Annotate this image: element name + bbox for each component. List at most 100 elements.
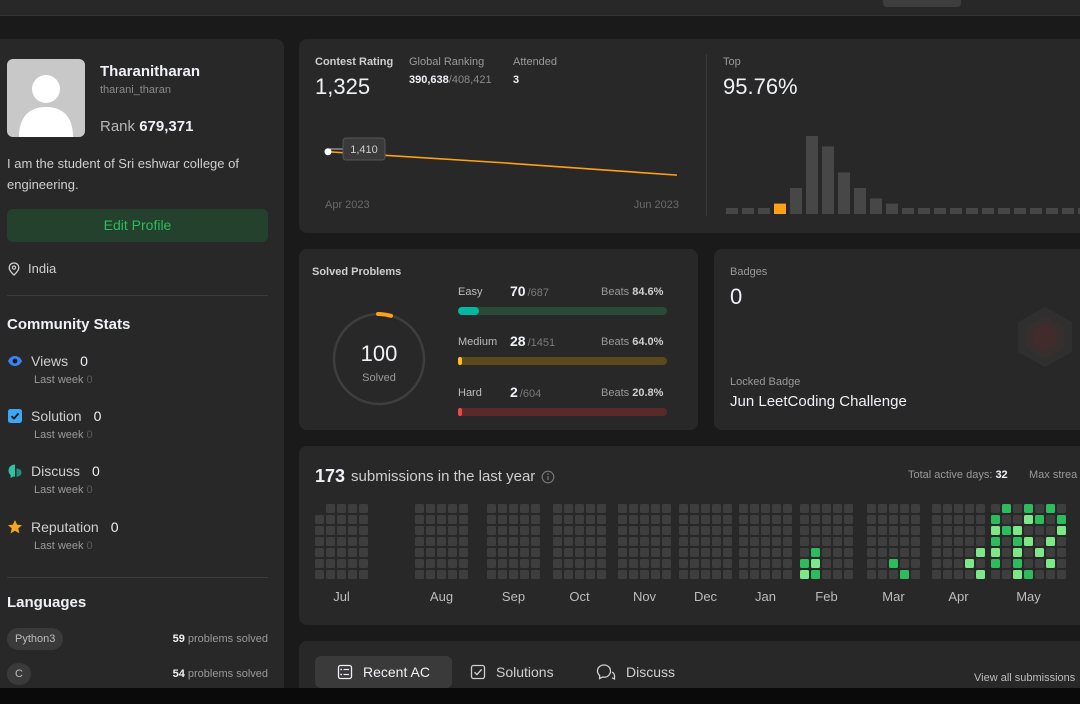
heatmap-cell[interactable] xyxy=(348,526,357,535)
heatmap-cell[interactable] xyxy=(662,559,671,568)
heatmap-cell[interactable] xyxy=(531,559,540,568)
heatmap-cell[interactable] xyxy=(701,537,710,546)
heatmap-cell[interactable] xyxy=(597,559,606,568)
heatmap-cell[interactable] xyxy=(772,559,781,568)
heatmap-cell[interactable] xyxy=(761,515,770,524)
heatmap-cell[interactable] xyxy=(811,548,820,557)
heatmap-cell[interactable] xyxy=(954,515,963,524)
heatmap-cell[interactable] xyxy=(783,570,792,579)
heatmap-cell[interactable] xyxy=(723,537,732,546)
heatmap-cell[interactable] xyxy=(690,515,699,524)
heatmap-cell[interactable] xyxy=(415,548,424,557)
heatmap-cell[interactable] xyxy=(426,515,435,524)
heatmap-cell[interactable] xyxy=(1035,515,1044,524)
heatmap-cell[interactable] xyxy=(553,515,562,524)
heatmap-cell[interactable] xyxy=(586,526,595,535)
heatmap-cell[interactable] xyxy=(1035,548,1044,557)
heatmap-cell[interactable] xyxy=(415,570,424,579)
heatmap-cell[interactable] xyxy=(640,570,649,579)
heatmap-cell[interactable] xyxy=(878,559,887,568)
heatmap-cell[interactable] xyxy=(640,559,649,568)
heatmap-cell[interactable] xyxy=(900,526,909,535)
heatmap-cell[interactable] xyxy=(965,526,974,535)
heatmap-cell[interactable] xyxy=(564,570,573,579)
heatmap-cell[interactable] xyxy=(1002,570,1011,579)
heatmap-cell[interactable] xyxy=(337,504,346,513)
heatmap-cell[interactable] xyxy=(932,548,941,557)
heatmap-cell[interactable] xyxy=(889,526,898,535)
heatmap-cell[interactable] xyxy=(337,515,346,524)
heatmap-cell[interactable] xyxy=(662,504,671,513)
heatmap-cell[interactable] xyxy=(783,504,792,513)
heatmap-cell[interactable] xyxy=(1013,526,1022,535)
heatmap-cell[interactable] xyxy=(750,504,759,513)
distribution-bar[interactable] xyxy=(1014,208,1026,214)
heatmap-cell[interactable] xyxy=(991,526,1000,535)
heatmap-cell[interactable] xyxy=(1024,515,1033,524)
heatmap-cell[interactable] xyxy=(772,570,781,579)
heatmap-cell[interactable] xyxy=(564,515,573,524)
heatmap-cell[interactable] xyxy=(662,570,671,579)
heatmap-cell[interactable] xyxy=(1035,559,1044,568)
heatmap-cell[interactable] xyxy=(844,526,853,535)
heatmap-cell[interactable] xyxy=(1024,548,1033,557)
heatmap-cell[interactable] xyxy=(932,559,941,568)
heatmap-cell[interactable] xyxy=(1046,537,1055,546)
distribution-bar[interactable] xyxy=(902,208,914,214)
heatmap-cell[interactable] xyxy=(337,548,346,557)
heatmap-cell[interactable] xyxy=(965,537,974,546)
heatmap-cell[interactable] xyxy=(448,515,457,524)
heatmap-cell[interactable] xyxy=(629,537,638,546)
heatmap-cell[interactable] xyxy=(520,559,529,568)
language-tag[interactable]: C xyxy=(7,663,31,685)
heatmap-cell[interactable] xyxy=(723,504,732,513)
heatmap-cell[interactable] xyxy=(564,526,573,535)
heatmap-cell[interactable] xyxy=(359,559,368,568)
heatmap-cell[interactable] xyxy=(337,559,346,568)
heatmap-cell[interactable] xyxy=(415,504,424,513)
distribution-bar[interactable] xyxy=(886,203,898,214)
heatmap-cell[interactable] xyxy=(553,559,562,568)
heatmap-cell[interactable] xyxy=(531,504,540,513)
heatmap-cell[interactable] xyxy=(822,548,831,557)
heatmap-cell[interactable] xyxy=(629,570,638,579)
heatmap-cell[interactable] xyxy=(1024,504,1033,513)
heatmap-cell[interactable] xyxy=(448,526,457,535)
heatmap-cell[interactable] xyxy=(437,548,446,557)
heatmap-cell[interactable] xyxy=(509,515,518,524)
heatmap-cell[interactable] xyxy=(1013,504,1022,513)
heatmap-cell[interactable] xyxy=(932,504,941,513)
heatmap-cell[interactable] xyxy=(1057,515,1066,524)
heatmap-cell[interactable] xyxy=(564,559,573,568)
heatmap-cell[interactable] xyxy=(701,559,710,568)
heatmap-cell[interactable] xyxy=(618,548,627,557)
heatmap-cell[interactable] xyxy=(520,537,529,546)
heatmap-cell[interactable] xyxy=(1024,526,1033,535)
heatmap-cell[interactable] xyxy=(965,515,974,524)
heatmap-cell[interactable] xyxy=(498,537,507,546)
heatmap-cell[interactable] xyxy=(498,559,507,568)
heatmap-cell[interactable] xyxy=(900,537,909,546)
heatmap-cell[interactable] xyxy=(761,526,770,535)
heatmap-cell[interactable] xyxy=(564,537,573,546)
heatmap-cell[interactable] xyxy=(822,570,831,579)
heatmap-cell[interactable] xyxy=(1046,559,1055,568)
heatmap-cell[interactable] xyxy=(844,515,853,524)
heatmap-cell[interactable] xyxy=(326,537,335,546)
heatmap-cell[interactable] xyxy=(932,526,941,535)
heatmap-cell[interactable] xyxy=(498,526,507,535)
heatmap-cell[interactable] xyxy=(348,559,357,568)
heatmap-cell[interactable] xyxy=(459,548,468,557)
heatmap-cell[interactable] xyxy=(640,526,649,535)
distribution-bar[interactable] xyxy=(806,136,818,214)
heatmap-cell[interactable] xyxy=(1046,504,1055,513)
heatmap-cell[interactable] xyxy=(459,570,468,579)
heatmap-cell[interactable] xyxy=(679,548,688,557)
heatmap-cell[interactable] xyxy=(833,515,842,524)
heatmap-cell[interactable] xyxy=(575,548,584,557)
heatmap-cell[interactable] xyxy=(772,515,781,524)
heatmap-cell[interactable] xyxy=(679,559,688,568)
tab-recent-ac[interactable]: Recent AC xyxy=(315,656,452,688)
heatmap-cell[interactable] xyxy=(833,570,842,579)
heatmap-cell[interactable] xyxy=(662,526,671,535)
